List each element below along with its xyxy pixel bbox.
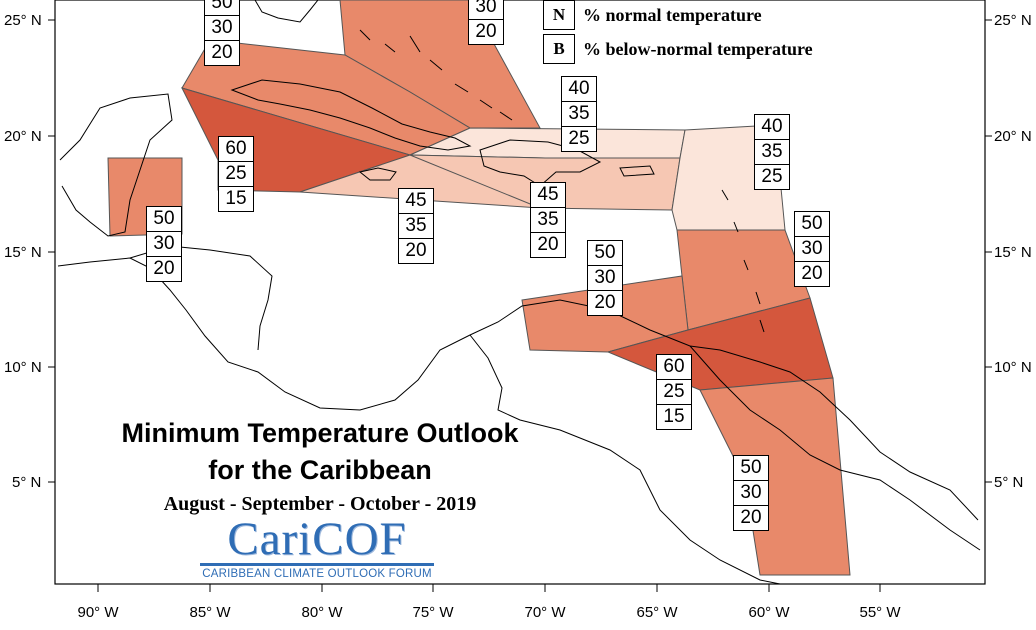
prob-below: 20 (205, 40, 239, 65)
prob-below: 20 (588, 290, 622, 315)
prob-normal: 35 (531, 207, 565, 232)
prob-above: 50 (740, 457, 762, 478)
lat-label-10-right: 10° N (994, 359, 1032, 376)
legend-key-normal: N (543, 0, 575, 30)
prob-normal: 30 (588, 265, 622, 290)
caricof-logo: CariCOF CARIBBEAN CLIMATE OUTLOOK FORUM (200, 516, 434, 580)
prob-box-western-cuba: 60 25 15 (218, 136, 254, 212)
lat-label-20-left: 20° N (4, 128, 42, 145)
lon-label-90: 90° W (77, 604, 119, 621)
lat-label-25-left: 25° N (4, 12, 42, 29)
prob-below: 25 (562, 126, 596, 151)
prob-box-leeward-islands: 40 35 25 (754, 114, 790, 190)
prob-box-northern-hispaniola: 40 35 25 (561, 76, 597, 152)
lon-label-75: 75° W (412, 604, 454, 621)
prob-above: 40 (761, 116, 783, 137)
prob-normal: 30 (795, 236, 829, 261)
lat-label-5-right: 5° N (994, 474, 1023, 491)
prob-box-bahamas-east: 30 20 (468, 0, 504, 45)
lat-label-25-right: 25° N (994, 12, 1032, 29)
map-period: August - September - October - 2019 (163, 493, 477, 515)
cuba-coast (230, 79, 472, 151)
coastlines (57, 0, 981, 585)
prob-below: 20 (531, 232, 565, 257)
lat-label-5-left: 5° N (12, 474, 41, 491)
puerto-rico-coast (619, 165, 655, 177)
lon-label-65: 65° W (636, 604, 678, 621)
prob-box-hispaniola: 45 35 20 (530, 182, 566, 258)
legend-normal: N % normal temperature (543, 0, 762, 30)
lat-label-15-right: 15° N (994, 244, 1032, 261)
prob-normal: 25 (219, 161, 253, 186)
map-title-line2: for the Caribbean (208, 455, 432, 485)
prob-normal: 35 (755, 139, 789, 164)
prob-below: 20 (147, 256, 181, 281)
legend-text-below: % below-normal temperature (583, 38, 813, 59)
florida-coast (254, 0, 319, 23)
prob-above: 50 (594, 242, 616, 263)
hispaniola-coast (479, 139, 602, 187)
yucatan-coast (59, 93, 173, 237)
prob-below: 20 (795, 261, 829, 286)
lon-label-55: 55° W (859, 604, 901, 621)
prob-below: 20 (469, 19, 503, 44)
prob-below: 25 (755, 164, 789, 189)
lon-label-60: 60° W (748, 604, 790, 621)
lon-label-80: 80° W (301, 604, 343, 621)
prob-normal: 30 (147, 231, 181, 256)
legend-text-normal: % normal temperature (583, 4, 762, 25)
bahamas-islands (359, 29, 513, 121)
prob-above: 50 (211, 0, 233, 13)
logo-rule (200, 563, 434, 566)
legend-key-below: B (543, 34, 575, 64)
lat-label-10-left: 10° N (4, 359, 42, 376)
prob-above: 40 (568, 78, 590, 99)
prob-above: 60 (225, 138, 247, 159)
lat-ticks: 25° N 20° N 15° N 10° N 5° N 25° N 20° N… (4, 12, 1032, 491)
prob-box-trinidad: 60 25 15 (656, 354, 692, 430)
prob-above: 45 (405, 190, 427, 211)
prob-below: 15 (657, 404, 691, 429)
lat-label-20-right: 20° N (994, 128, 1032, 145)
prob-box-guianas: 50 30 20 (733, 455, 769, 531)
prob-box-belize: 50 30 20 (146, 206, 182, 282)
venezuela-interior (689, 345, 981, 551)
jamaica-coast (358, 167, 397, 181)
prob-above: 45 (537, 184, 559, 205)
prob-box-bahamas-west: 50 30 20 (204, 0, 240, 66)
logo-text: CariCOF (227, 513, 407, 565)
prob-below: 20 (399, 238, 433, 263)
prob-above: 60 (663, 356, 685, 377)
prob-above: 50 (801, 213, 823, 234)
prob-normal: 35 (399, 213, 433, 238)
prob-normal: 30 (734, 480, 768, 505)
lon-label-70: 70° W (524, 604, 566, 621)
colombia-interior (469, 334, 781, 585)
lon-label-85: 85° W (189, 604, 231, 621)
prob-normal: 30 (475, 0, 497, 17)
prob-below: 15 (219, 186, 253, 211)
map-title-line1: Minimum Temperature Outlook (121, 418, 519, 448)
prob-box-jamaica: 45 35 20 (398, 188, 434, 264)
prob-normal: 35 (562, 101, 596, 126)
lon-ticks: 90° W 85° W 80° W 75° W 70° W 65° W 60° … (77, 584, 901, 621)
legend-below: B % below-normal temperature (543, 34, 813, 64)
prob-normal: 25 (657, 379, 691, 404)
prob-box-windward-islands: 50 30 20 (794, 211, 830, 287)
logo-subtitle: CARIBBEAN CLIMATE OUTLOOK FORUM (202, 568, 432, 580)
lat-label-15-left: 15° N (4, 244, 42, 261)
prob-normal: 30 (205, 15, 239, 40)
prob-box-abc-islands: 50 30 20 (587, 240, 623, 316)
prob-below: 20 (734, 505, 768, 530)
lesser-antilles (721, 189, 765, 333)
prob-above: 50 (153, 208, 175, 229)
